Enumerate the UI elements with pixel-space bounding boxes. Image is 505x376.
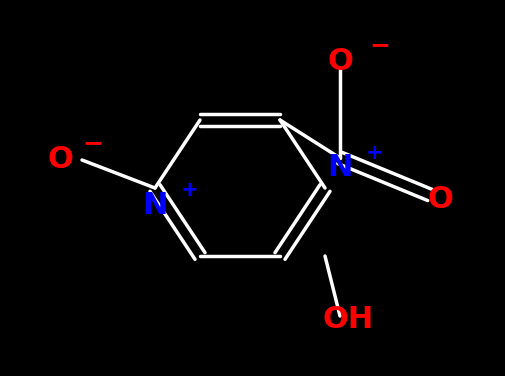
Text: OH: OH [322, 305, 374, 335]
Text: N: N [142, 191, 168, 220]
Text: O: O [427, 185, 453, 214]
Text: +: + [181, 180, 199, 200]
Text: −: − [370, 33, 390, 57]
Text: +: + [366, 143, 384, 163]
Text: O: O [47, 146, 73, 174]
Text: N: N [327, 153, 352, 182]
Text: −: − [82, 131, 104, 155]
Text: O: O [327, 47, 353, 76]
